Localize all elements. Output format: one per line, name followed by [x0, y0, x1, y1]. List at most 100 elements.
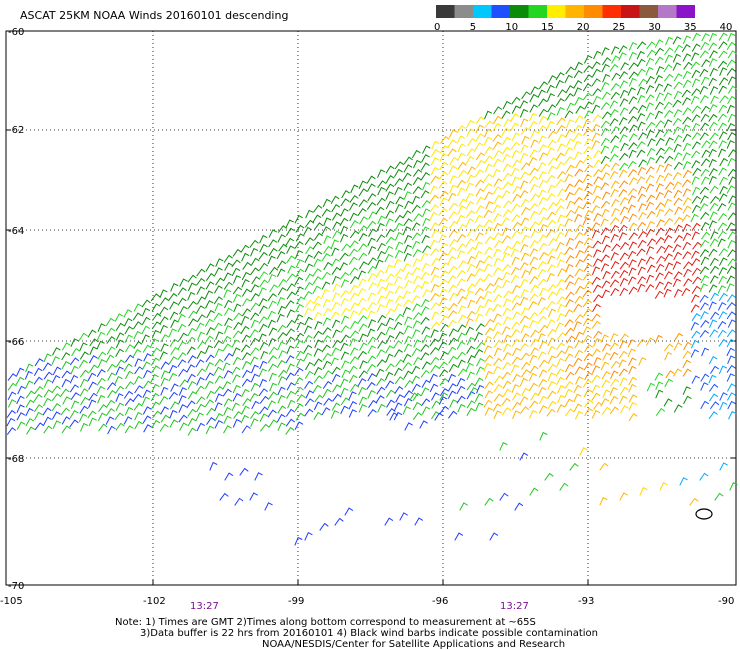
wind-barb: [393, 340, 403, 349]
legend-swatch: [510, 5, 529, 18]
wind-barb: [673, 134, 683, 144]
wind-barb: [447, 319, 457, 328]
wind-barb: [376, 304, 385, 313]
wind-barb: [231, 267, 241, 277]
wind-barb: [502, 307, 511, 317]
wind-barb: [385, 228, 395, 237]
wind-barb: [709, 67, 718, 77]
wind-barb: [304, 299, 314, 308]
wind-barb: [663, 163, 673, 173]
wind-barb: [583, 127, 593, 136]
wind-barb: [151, 329, 160, 339]
wind-barb: [519, 343, 529, 352]
wind-barb: [25, 390, 36, 399]
wind-barb: [556, 385, 566, 394]
wind-barb: [278, 243, 288, 252]
wind-barb: [582, 334, 592, 343]
wind-barb: [222, 388, 232, 397]
wind-barb: [448, 284, 458, 293]
wind-barb: [557, 394, 566, 404]
wind-barb: [618, 52, 627, 61]
wind-barb: [430, 364, 440, 373]
wind-barb: [709, 238, 719, 247]
wind-barb: [331, 292, 340, 302]
wind-barb: [672, 99, 682, 108]
wind-barb: [223, 407, 232, 416]
wind-barb: [717, 60, 728, 69]
wind-barb: [143, 380, 153, 389]
wind-barb: [322, 198, 331, 208]
wind-barb: [528, 120, 538, 130]
wind-barb: [602, 73, 611, 83]
wind-barb: [492, 331, 502, 340]
wind-barb: [420, 369, 430, 378]
wind-barb: [528, 266, 537, 275]
wind-barb: [728, 195, 737, 204]
wind-barb: [456, 395, 466, 404]
wind-barb: [457, 359, 466, 369]
wind-barb: [520, 226, 530, 235]
wind-barb: [376, 349, 386, 358]
wind-barb: [673, 81, 683, 90]
wind-barb: [547, 130, 557, 139]
wind-barb: [556, 259, 565, 268]
wind-barb: [493, 313, 502, 322]
wind-barb: [25, 407, 34, 417]
wind-barb: [177, 287, 187, 296]
wind-barb: [689, 497, 699, 506]
wind-barb: [682, 350, 692, 359]
wind-barb: [313, 311, 322, 321]
wind-barb: [422, 217, 431, 227]
wind-barb: [485, 307, 494, 316]
wind-barb: [385, 317, 395, 327]
wind-barb: [295, 268, 305, 277]
wind-barb: [709, 211, 718, 221]
wind-barb: [555, 231, 565, 241]
wind-barb: [647, 238, 656, 247]
wind-barb: [294, 340, 304, 349]
wind-barb: [474, 277, 485, 286]
wind-barb: [591, 229, 600, 239]
lat-label: -62: [8, 125, 24, 136]
wind-barb: [636, 140, 646, 149]
wind-barb: [529, 203, 539, 211]
wind-barb: [636, 41, 647, 50]
wind-barb: [385, 165, 395, 174]
wind-barb: [512, 311, 521, 320]
wind-barb: [610, 360, 620, 369]
wind-barb: [313, 366, 323, 376]
wind-barb: [403, 164, 413, 173]
wind-barb: [313, 358, 323, 367]
wind-barb: [474, 332, 483, 341]
wind-barb: [582, 326, 591, 335]
wind-barb: [699, 266, 709, 275]
wind-barb: [584, 399, 594, 408]
wind-barb: [628, 71, 638, 80]
wind-barb: [286, 345, 295, 355]
wind-barb: [430, 175, 440, 184]
wind-barb: [502, 380, 512, 389]
wind-barb: [583, 173, 592, 183]
wind-barb: [152, 410, 162, 419]
wind-barb: [332, 339, 342, 348]
wind-barb: [179, 306, 188, 315]
wind-barb: [574, 151, 583, 161]
wind-barb: [447, 148, 457, 157]
wind-barb: [61, 416, 71, 425]
lon-label: -93: [578, 596, 594, 607]
wind-barb: [718, 248, 728, 256]
wind-barb: [628, 133, 638, 142]
wind-barb: [159, 423, 169, 432]
wind-barb: [159, 306, 169, 315]
wind-barb: [332, 393, 342, 402]
wind-barb: [206, 390, 215, 399]
wind-barb: [726, 364, 736, 373]
wind-barb: [510, 275, 520, 284]
wind-barb: [242, 298, 251, 307]
wind-barb: [465, 182, 474, 192]
wind-barb: [304, 254, 313, 263]
wind-barb: [574, 240, 584, 249]
wind-barb: [530, 183, 539, 193]
wind-barb: [726, 104, 735, 114]
wind-barb: [209, 461, 218, 471]
